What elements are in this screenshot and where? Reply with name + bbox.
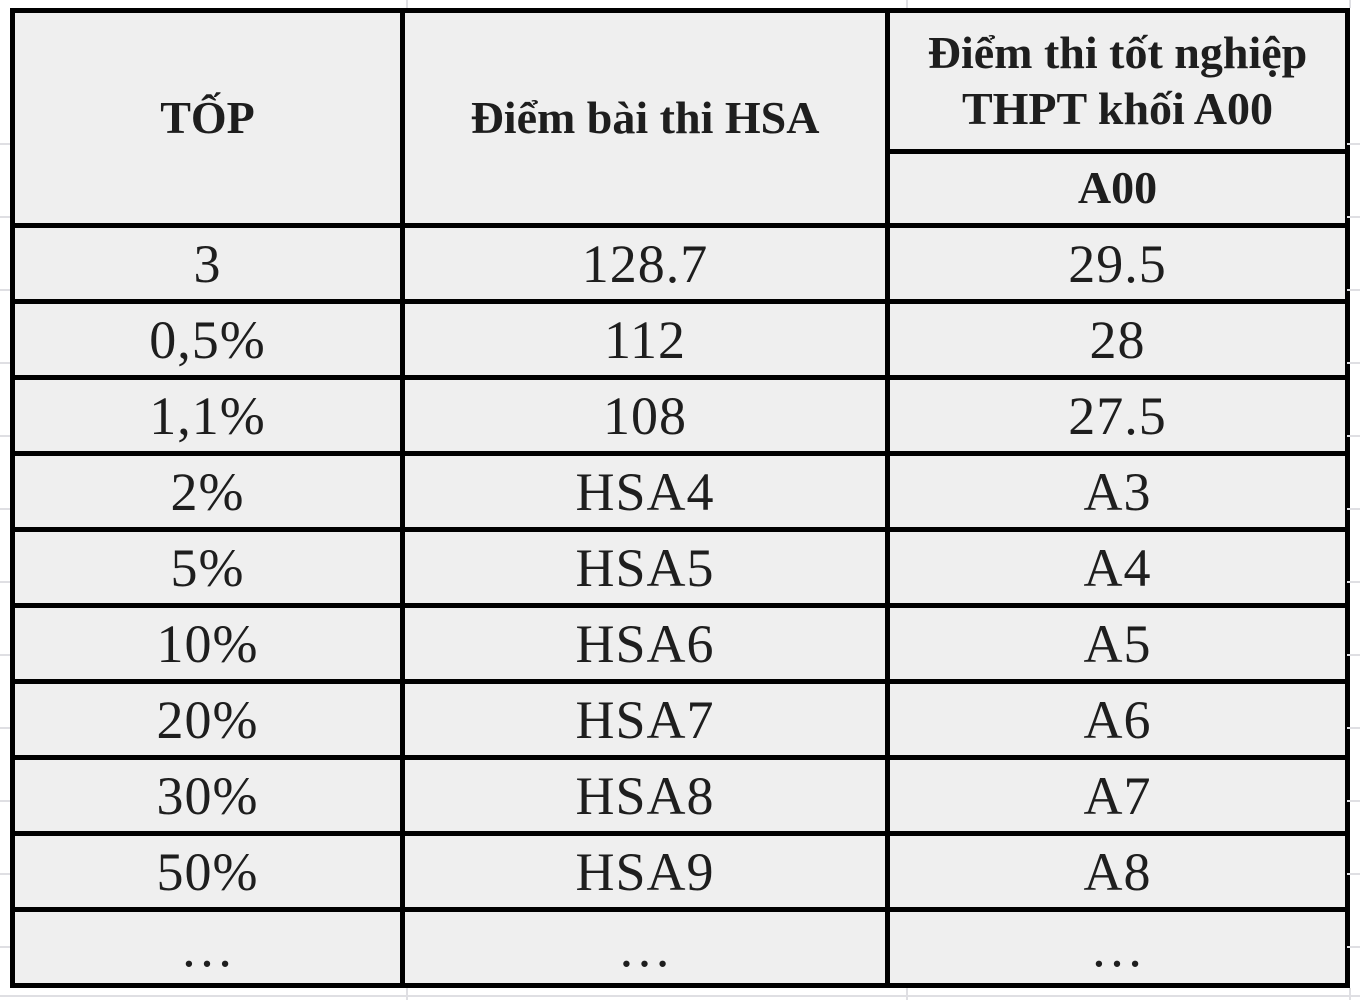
spreadsheet-gridline <box>0 727 10 729</box>
cell-a00[interactable]: 29.5 <box>885 223 1350 304</box>
spreadsheet-gridline <box>0 581 10 583</box>
spreadsheet-gridline <box>1347 435 1360 437</box>
cell-a00[interactable]: A4 <box>885 527 1350 608</box>
cell-a00[interactable]: 28 <box>885 299 1350 380</box>
cell-top[interactable]: 50% <box>10 831 405 912</box>
table-row: 2% HSA4 A3 <box>10 451 1350 532</box>
table-row: 5% HSA5 A4 <box>10 527 1350 608</box>
spreadsheet-gridline <box>1349 0 1351 8</box>
cell-top[interactable]: 1,1% <box>10 375 405 456</box>
spreadsheet-gridline <box>1347 873 1360 875</box>
header-row-1: TỐP Điểm bài thi HSA Điểm thi tốt nghiệp… <box>10 8 1350 228</box>
spreadsheet-gridline <box>1347 946 1360 948</box>
cell-top[interactable]: 10% <box>10 603 405 684</box>
cell-a00[interactable]: A3 <box>885 451 1350 532</box>
header-thpt-line1: Điểm thi tốt nghiệp <box>927 26 1308 78</box>
header-cell-thpt-exam[interactable]: Điểm thi tốt nghiệp THPT khối A00 <box>885 8 1350 154</box>
cell-a00[interactable]: A6 <box>885 679 1350 760</box>
header-thpt-line2: THPT khối A00 <box>961 83 1274 134</box>
spreadsheet-gridline <box>1347 727 1360 729</box>
cell-top[interactable]: 30% <box>10 755 405 836</box>
spreadsheet-gridline <box>0 143 10 145</box>
spreadsheet-gridline <box>1347 581 1360 583</box>
cell-a00[interactable]: A5 <box>885 603 1350 684</box>
cell-top[interactable]: 2% <box>10 451 405 532</box>
spreadsheet-gridline <box>0 654 10 656</box>
cell-hsa[interactable]: HSA5 <box>400 527 890 608</box>
table-row: … … … <box>10 907 1350 988</box>
spreadsheet-gridline <box>1347 143 1360 145</box>
cell-top[interactable]: 20% <box>10 679 405 760</box>
cell-hsa[interactable]: HSA9 <box>400 831 890 912</box>
table-row: 0,5% 112 28 <box>10 299 1350 380</box>
spreadsheet-gridline <box>0 435 10 437</box>
cell-hsa[interactable]: 128.7 <box>400 223 890 304</box>
header-cell-a00[interactable]: A00 <box>885 149 1350 228</box>
score-conversion-table: TỐP Điểm bài thi HSA Điểm thi tốt nghiệp… <box>10 8 1350 988</box>
spreadsheet-gridline <box>1347 508 1360 510</box>
cell-hsa[interactable]: HSA6 <box>400 603 890 684</box>
table-row: 20% HSA7 A6 <box>10 679 1350 760</box>
cell-hsa[interactable]: 112 <box>400 299 890 380</box>
spreadsheet-gridline <box>0 995 1360 997</box>
spreadsheet-gridline <box>0 800 10 802</box>
cell-top[interactable]: 0,5% <box>10 299 405 380</box>
spreadsheet-gridline <box>906 988 908 1000</box>
cell-hsa[interactable]: HSA4 <box>400 451 890 532</box>
header-row-2: A00 <box>13 149 1350 228</box>
table-row: 10% HSA6 A5 <box>10 603 1350 684</box>
table-row: 50% HSA9 A8 <box>10 831 1350 912</box>
table-row: 1,1% 108 27.5 <box>10 375 1350 456</box>
cell-a00[interactable]: A7 <box>885 755 1350 836</box>
spreadsheet-gridline <box>1347 800 1360 802</box>
cell-hsa[interactable]: HSA8 <box>400 755 890 836</box>
table-row: 3 128.7 29.5 <box>10 223 1350 304</box>
spreadsheet-gridline <box>1349 988 1351 1000</box>
cell-hsa[interactable]: HSA7 <box>400 679 890 760</box>
spreadsheet-gridline <box>1347 216 1360 218</box>
spreadsheet-gridline <box>0 216 10 218</box>
cell-top[interactable]: … <box>10 907 405 988</box>
header-cell-top[interactable]: TỐP <box>10 8 405 228</box>
spreadsheet-gridline <box>0 508 10 510</box>
cell-hsa[interactable]: 108 <box>400 375 890 456</box>
cell-a00[interactable]: 27.5 <box>885 375 1350 456</box>
spreadsheet-gridline <box>0 362 10 364</box>
spreadsheet-gridline <box>906 0 908 8</box>
cell-a00[interactable]: A8 <box>885 831 1350 912</box>
spreadsheet-gridline <box>0 946 10 948</box>
spreadsheet-gridline <box>0 873 10 875</box>
spreadsheet-gridline <box>406 0 408 8</box>
cell-a00[interactable]: … <box>885 907 1350 988</box>
spreadsheet-gridline <box>1347 362 1360 364</box>
header-cell-hsa-score[interactable]: Điểm bài thi HSA <box>400 8 890 228</box>
spreadsheet-gridline <box>1347 289 1360 291</box>
spreadsheet-gridline <box>1347 654 1360 656</box>
cell-top[interactable]: 5% <box>10 527 405 608</box>
table-row: 30% HSA8 A7 <box>10 755 1350 836</box>
spreadsheet-gridline <box>406 988 408 1000</box>
cell-top[interactable]: 3 <box>10 223 405 304</box>
spreadsheet-gridline <box>0 289 10 291</box>
cell-hsa[interactable]: … <box>400 907 890 988</box>
